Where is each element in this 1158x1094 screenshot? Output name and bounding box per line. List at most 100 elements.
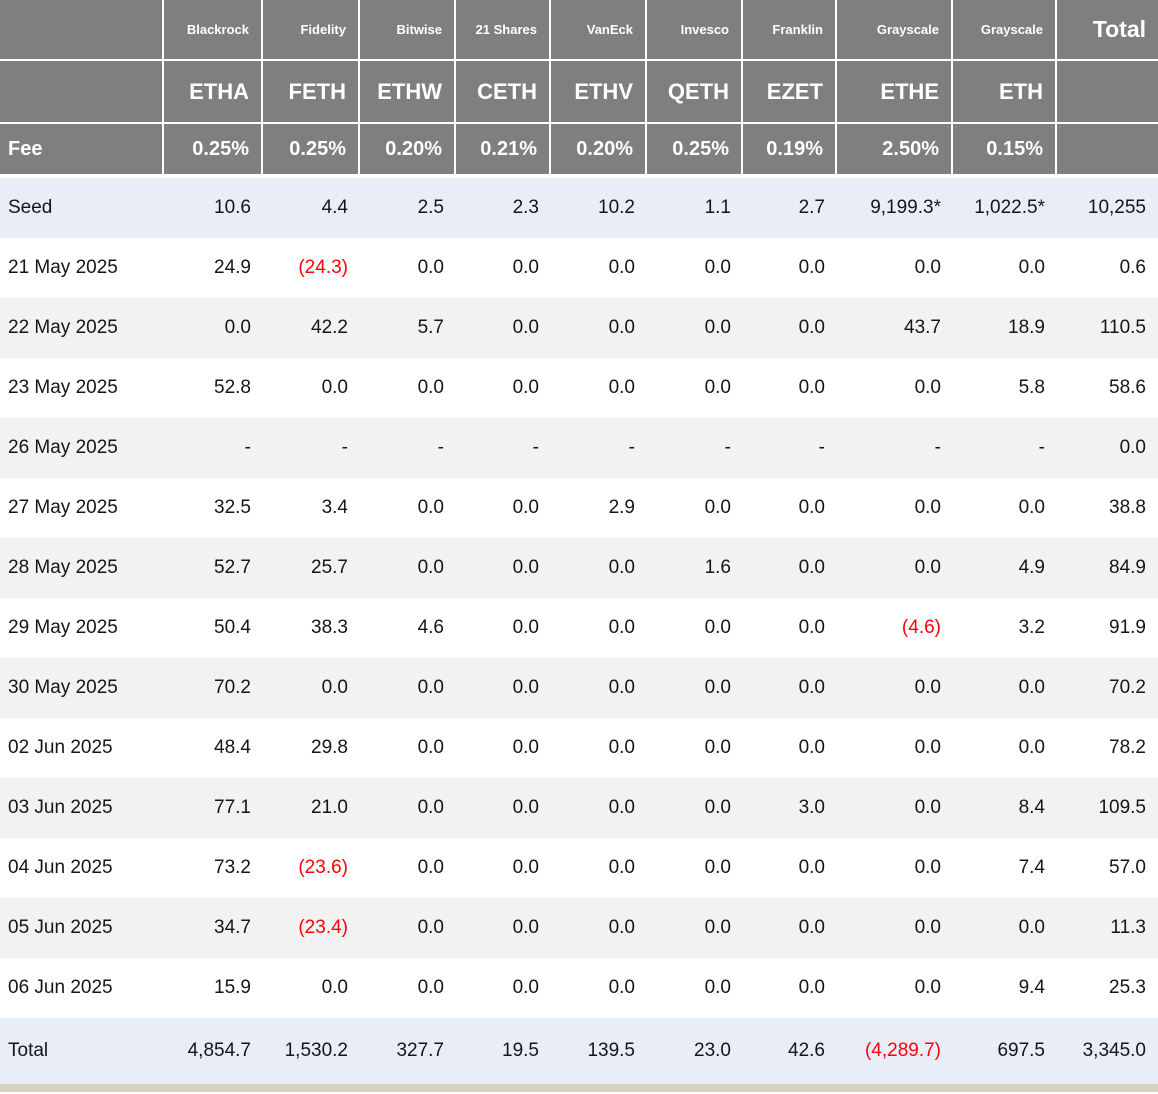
flow-value-cell: 10.6 [164,178,263,238]
column-header-fee: 0.25% [164,124,263,178]
row-label: Total [0,1018,164,1084]
table-row: Seed 10.6 4.4 2.5 2.3 10.2 1.1 2.7 9,199.3* 1,022… [0,178,1158,238]
flow-value-cell: 0.0 [551,898,647,958]
flow-value-cell: 0.0 [456,358,551,418]
flow-value-cell: 0.0 [647,478,743,538]
row-label: 22 May 2025 [0,298,164,358]
row-total-cell: 0.0 [1057,418,1158,478]
header-row-tickers: ETHA FETH ETHW CETH ETHV QETH EZET ETHE ETH [0,61,1158,124]
column-header-ticker: ETHW [360,61,456,124]
flow-value-cell: 29.8 [263,718,360,778]
column-header-ticker: EZET [743,61,837,124]
flow-value-cell: 50.4 [164,598,263,658]
column-header-total: Total [1057,0,1158,61]
row-total-cell: 58.6 [1057,358,1158,418]
flow-value-cell: 0.0 [743,478,837,538]
flow-value-cell: - [647,418,743,478]
flow-value-cell: 0.0 [837,478,953,538]
column-header-institution: Grayscale [953,0,1057,61]
row-label: 04 Jun 2025 [0,838,164,898]
flow-value-cell: - [551,418,647,478]
table-row: 26 May 2025- - - - - - - - -0.0 [0,418,1158,478]
header-row-institutions: Blackrock Fidelity Bitwise 21 Shares VanEck I… [0,0,1158,61]
flow-value-cell: 0.0 [456,958,551,1018]
header-row-fees: Fee 0.25% 0.25% 0.20% 0.21% 0.20% 0.25% 0.19% 2.… [0,124,1158,178]
row-label: 23 May 2025 [0,358,164,418]
flow-value-cell: 52.8 [164,358,263,418]
flow-value-cell: (23.4) [263,898,360,958]
flow-value-cell: 139.5 [551,1018,647,1084]
table-row: 27 May 2025 32.5 3.4 0.0 0.0 2.9 0.0 0.0 0.0 0.0 3… [0,478,1158,538]
flow-value-cell: 0.0 [456,778,551,838]
flow-value-cell: 0.0 [551,718,647,778]
flow-value-cell: 0.0 [456,718,551,778]
flow-value-cell: 1,022.5* [953,178,1057,238]
row-total-cell: 109.5 [1057,778,1158,838]
flow-value-cell: 3.4 [263,478,360,538]
column-header-fee: 0.25% [263,124,360,178]
flow-value-cell: - [456,418,551,478]
column-header-institution: Invesco [647,0,743,61]
column-header-institution: VanEck [551,0,647,61]
row-total-cell: 78.2 [1057,718,1158,778]
flow-value-cell: 0.0 [456,298,551,358]
flow-value-cell: 21.0 [263,778,360,838]
flow-value-cell: 0.0 [456,538,551,598]
flow-value-cell: 8.4 [953,778,1057,838]
flow-value-cell: 0.0 [837,718,953,778]
flow-value-cell: 0.0 [837,538,953,598]
corner-cell [0,61,164,124]
flow-value-cell: 0.0 [456,238,551,298]
blank-cell [1057,124,1158,178]
row-label: 06 Jun 2025 [0,958,164,1018]
flow-value-cell: 0.0 [360,958,456,1018]
column-header-institution: Franklin [743,0,837,61]
flow-value-cell: 0.0 [263,958,360,1018]
flow-value-cell: - [837,418,953,478]
flow-value-cell: 0.0 [743,898,837,958]
flow-value-cell: 0.0 [837,778,953,838]
flow-value-cell: 0.0 [953,238,1057,298]
row-total-cell: 110.5 [1057,298,1158,358]
flow-value-cell: 327.7 [360,1018,456,1084]
table-row: 02 Jun 2025 48.4 29.8 0.0 0.0 0.0 0.0 0.0 0.0 0.0… [0,718,1158,778]
column-header-institution: 21 Shares [456,0,551,61]
flow-value-cell: 42.2 [263,298,360,358]
column-header-fee: 0.20% [551,124,647,178]
column-header-fee: 0.15% [953,124,1057,178]
flow-value-cell: 77.1 [164,778,263,838]
flow-value-cell: 0.0 [647,898,743,958]
flow-value-cell: 0.0 [360,658,456,718]
flow-value-cell: 0.0 [551,358,647,418]
flow-value-cell: 4.6 [360,598,456,658]
flow-value-cell: 0.0 [551,838,647,898]
flow-value-cell: 0.0 [551,598,647,658]
flow-value-cell: 0.0 [837,358,953,418]
flow-value-cell: 18.9 [953,298,1057,358]
flow-value-cell: 0.0 [647,778,743,838]
flow-value-cell: 0.0 [647,658,743,718]
flow-value-cell: 15.9 [164,958,263,1018]
table-row: 30 May 2025 70.2 0.0 0.0 0.0 0.0 0.0 0.0 0.0 0.0 7… [0,658,1158,718]
flow-value-cell: 0.0 [743,838,837,898]
flow-value-cell: 1.1 [647,178,743,238]
column-header-fee: 0.20% [360,124,456,178]
column-header-institution: Bitwise [360,0,456,61]
table-row: 29 May 2025 50.4 38.3 4.6 0.0 0.0 0.0 0.0 (4.6) 3… [0,598,1158,658]
flow-value-cell: 0.0 [360,238,456,298]
flow-value-cell: 5.7 [360,298,456,358]
row-total-cell: 10,255 [1057,178,1158,238]
flow-value-cell: 3.2 [953,598,1057,658]
flow-value-cell: 0.0 [837,838,953,898]
flow-value-cell: 1,530.2 [263,1018,360,1084]
table-row: 28 May 2025 52.7 25.7 0.0 0.0 0.0 1.6 0.0 0.0 4.9… [0,538,1158,598]
row-total-cell: 0.6 [1057,238,1158,298]
flow-value-cell: 24.9 [164,238,263,298]
flow-value-cell: 0.0 [837,958,953,1018]
flow-value-cell: 19.5 [456,1018,551,1084]
flow-value-cell: 0.0 [647,838,743,898]
table-row: 06 Jun 2025 15.9 0.0 0.0 0.0 0.0 0.0 0.0 0.0 9.4 2… [0,958,1158,1018]
flow-value-cell: - [953,418,1057,478]
flow-value-cell: 0.0 [743,238,837,298]
flow-value-cell: 48.4 [164,718,263,778]
